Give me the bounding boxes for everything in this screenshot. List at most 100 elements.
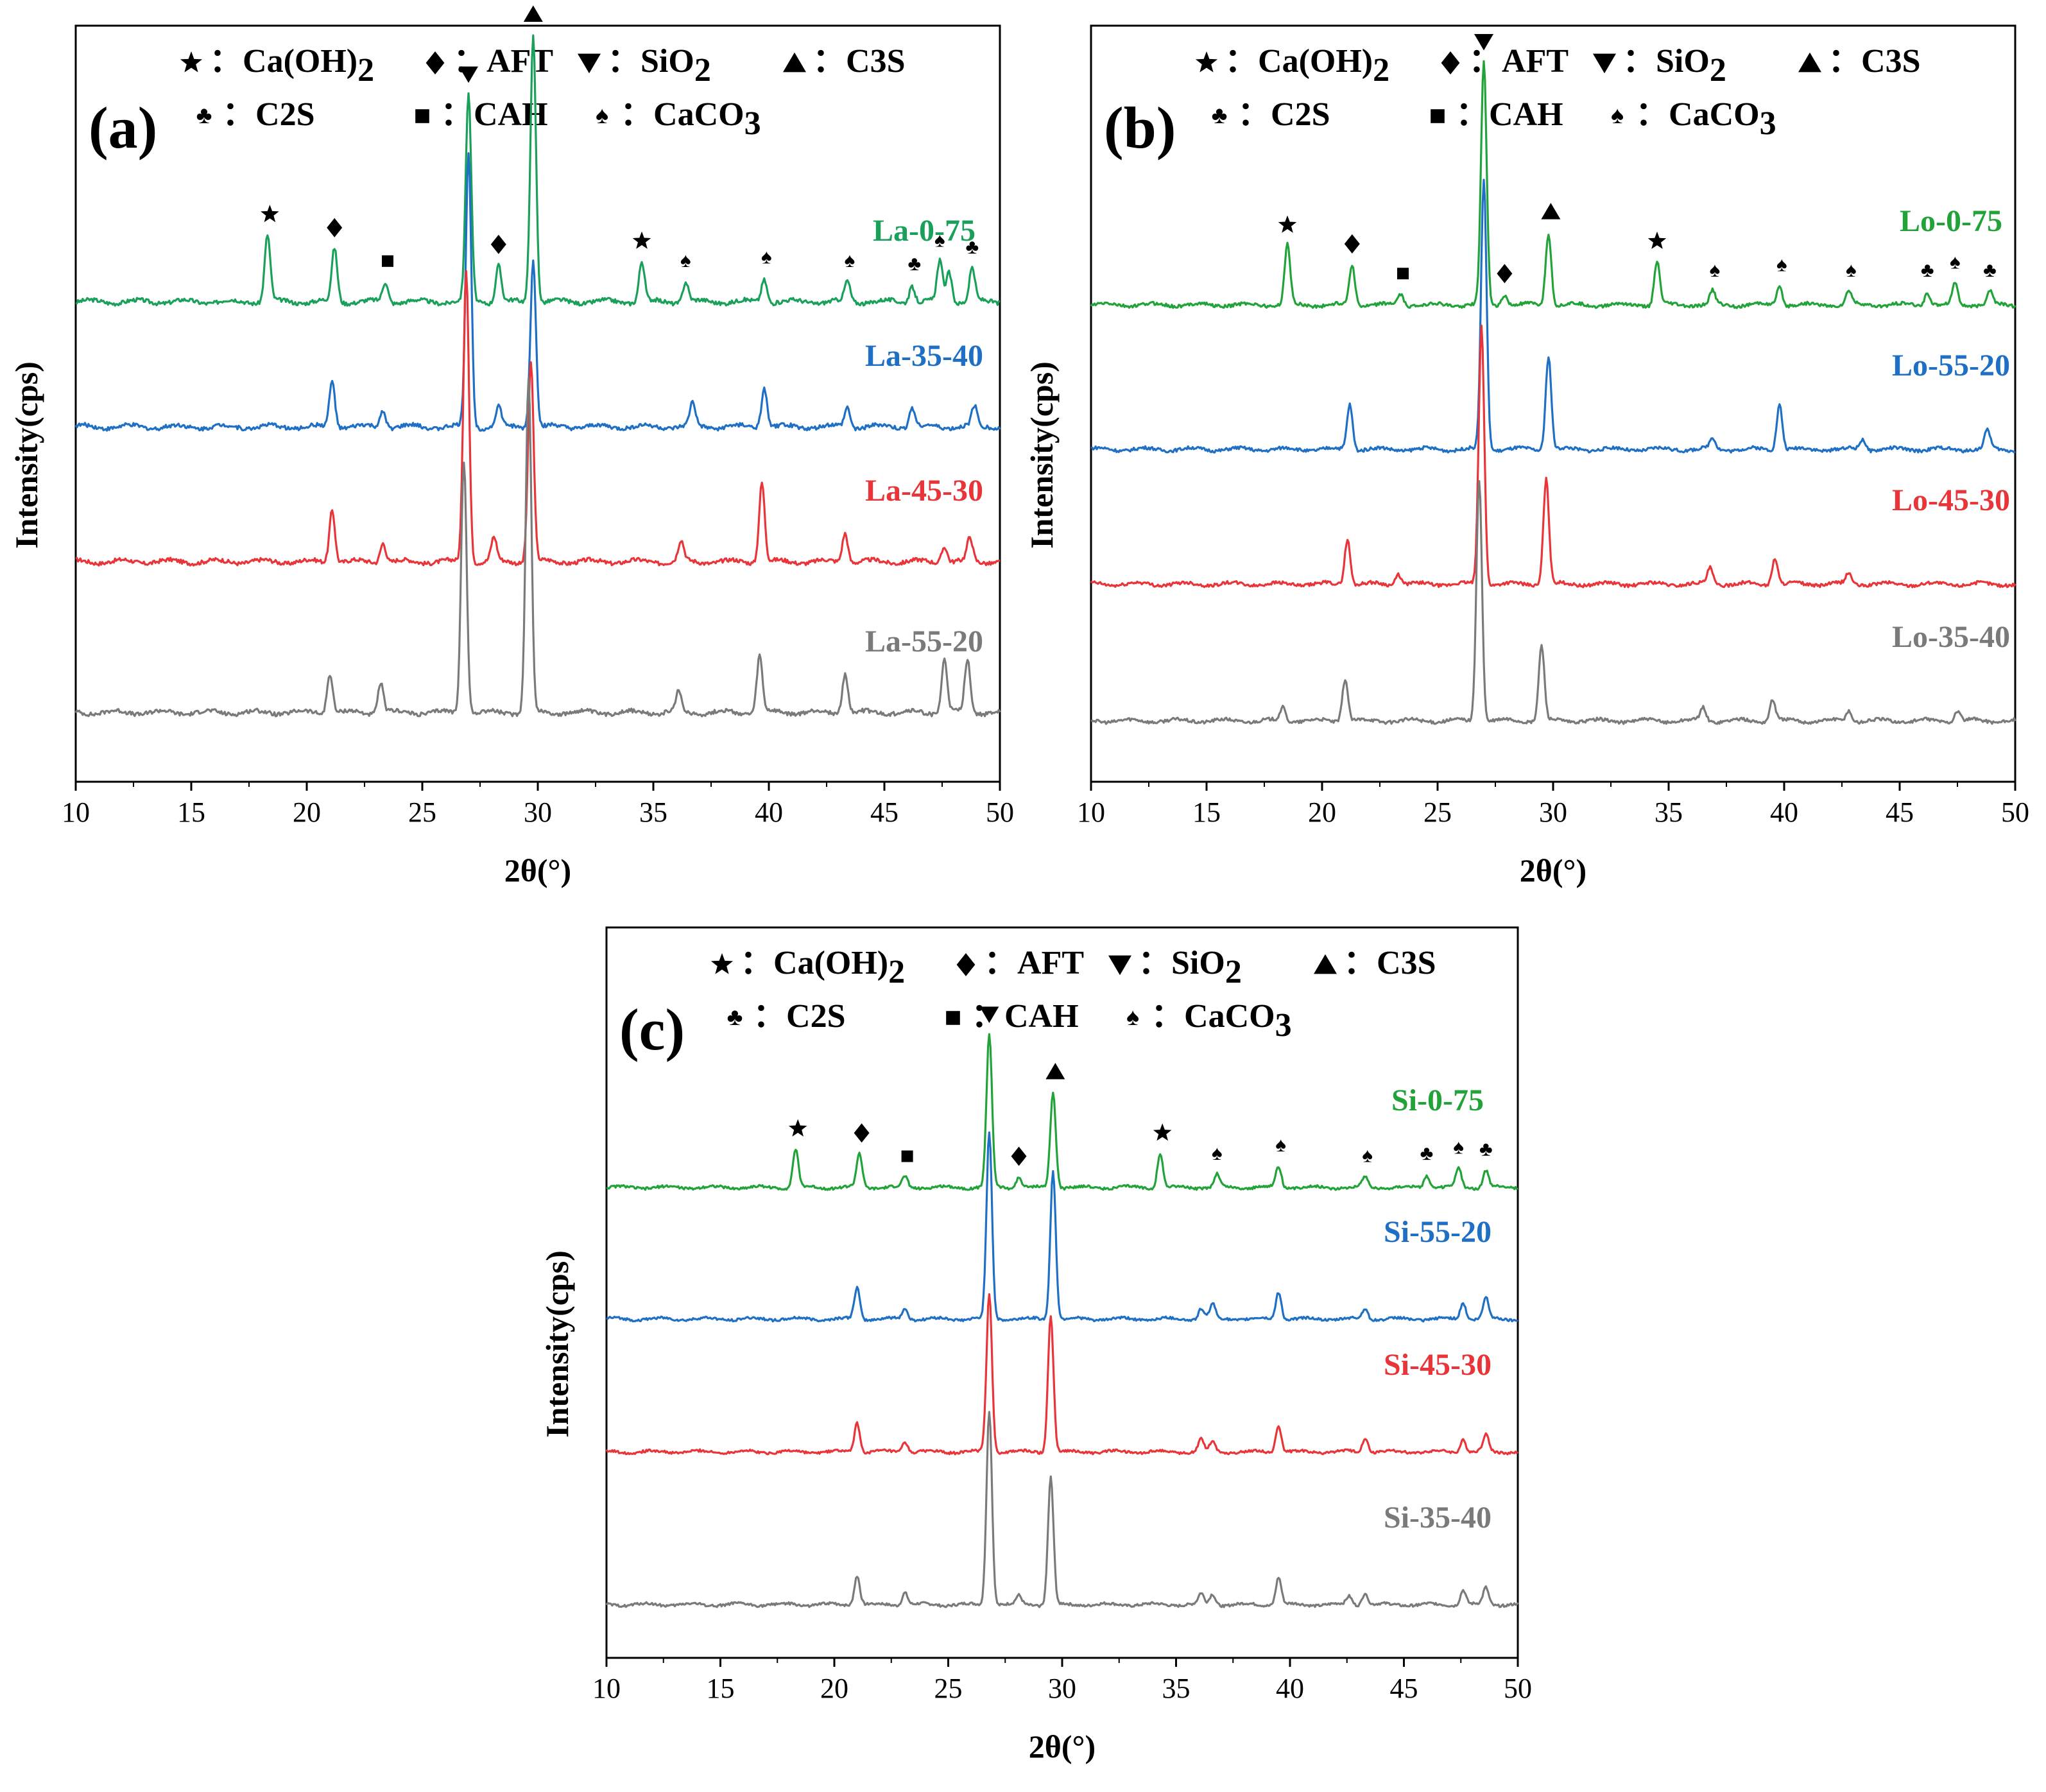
legend-item-caco: ：CaCO3	[1635, 96, 1776, 142]
legend-label: SiO	[1656, 43, 1710, 80]
series-label: Si-45-30	[1384, 1348, 1492, 1382]
legend-subscript: 2	[694, 52, 711, 89]
legend-item-cah: ：CAH	[971, 998, 1079, 1035]
series-line-si-45-30	[605, 1293, 1518, 1456]
x-tick-label: 40	[1276, 1673, 1304, 1704]
x-tick-label: 25	[1423, 797, 1452, 828]
legend-label: CaCO	[1669, 96, 1760, 133]
up-triangle-icon	[783, 52, 806, 73]
legend-item-c2s: ：C2S	[222, 96, 315, 133]
legend-label: C3S	[1377, 945, 1436, 981]
club-icon: ♣	[1420, 1142, 1434, 1164]
series-label: La-45-30	[865, 474, 983, 508]
square-icon	[901, 1150, 913, 1162]
down-triangle-icon	[1108, 955, 1131, 976]
club-icon: ♣	[907, 252, 921, 275]
legend-subscript: 3	[744, 105, 761, 142]
square-icon	[1397, 268, 1409, 280]
x-tick-label: 45	[870, 797, 898, 828]
legend-subscript: 2	[1373, 52, 1389, 89]
up-triangle-icon	[523, 5, 543, 22]
plot-frame	[1090, 24, 2016, 783]
spade-icon: ♠	[1846, 259, 1857, 281]
legend-subscript: 2	[888, 954, 905, 990]
diamond-icon	[1497, 264, 1513, 284]
legend-subscript: 3	[1760, 105, 1776, 142]
legend-label: C2S	[786, 998, 845, 1035]
legend-sep: ：	[984, 945, 1017, 981]
series-line-lo-55-20	[1090, 178, 2016, 454]
spade-icon: ♠	[761, 246, 772, 268]
up-triangle-icon	[1045, 1063, 1065, 1080]
series-line-la-35-40	[74, 152, 1001, 432]
legend: ：Ca(OH)2：AFT：SiO2：C3S♣：C2S：CAH♠：CaCO3	[180, 43, 906, 142]
y-axis-title: Intensity(cps)	[1024, 361, 1060, 549]
spade-icon: ♠	[1611, 102, 1624, 129]
legend-sep: ：	[753, 998, 786, 1035]
x-tick-label: 10	[592, 1673, 621, 1704]
panel-label: (c)	[619, 997, 685, 1062]
panel-b: 10 15 20 25 30 35 40 45 502θ(°)Intensity(cps)：Ca…	[1024, 24, 2029, 888]
legend-label: C2S	[255, 96, 314, 133]
series-line-si-0-75	[606, 1033, 1518, 1191]
square-icon	[415, 109, 429, 123]
series-line-si-55-20	[606, 1131, 1518, 1323]
club-icon: ♣	[196, 102, 212, 129]
legend-subscript: 2	[1710, 52, 1726, 89]
down-triangle-icon	[1593, 53, 1616, 74]
legend-label: CAH	[1004, 998, 1079, 1035]
star-icon	[1278, 215, 1297, 233]
x-tick-label: 10	[1077, 797, 1105, 828]
series-label: Lo-0-75	[1900, 204, 2002, 238]
diamond-icon	[1344, 234, 1360, 254]
star-icon	[1195, 51, 1218, 73]
spade-icon: ♠	[1776, 254, 1787, 276]
legend-item-c3s: ：C3S	[812, 43, 906, 80]
series-line-la-0-75	[75, 34, 1001, 307]
legend-subscript: 2	[357, 52, 374, 89]
series-label: Si-0-75	[1391, 1083, 1484, 1117]
x-tick-label: 15	[177, 797, 205, 828]
x-tick-label: 20	[293, 797, 321, 828]
phase-markers: ♠ ♠ ♠ ♣ ♠ ♣	[788, 1006, 1493, 1167]
legend-subscript: 2	[1225, 954, 1242, 990]
legend-sep: ：	[620, 96, 653, 133]
club-icon: ♣	[965, 236, 979, 258]
down-triangle-icon	[459, 66, 478, 83]
legend-sep: ：	[1635, 96, 1669, 133]
legend-item-c2s: ：C2S	[753, 998, 846, 1035]
star-icon	[788, 1119, 807, 1137]
series-line-si-35-40	[605, 1411, 1519, 1608]
series-label: Lo-45-30	[1892, 483, 2010, 517]
series-label: La-0-75	[873, 214, 976, 248]
x-tick-label: 20	[820, 1673, 848, 1704]
club-icon: ♣	[1479, 1138, 1493, 1160]
legend-item-sio: ：SiO2	[607, 43, 711, 89]
phase-markers: ♠ ♠ ♠ ♣ ♠ ♣	[261, 5, 979, 275]
x-tick-label: 50	[1504, 1673, 1532, 1704]
legend-item-aft: ：AFT	[1468, 43, 1569, 80]
legend-sep: ：	[1151, 998, 1184, 1035]
down-triangle-icon	[578, 53, 601, 74]
legend-sep: ：	[607, 43, 640, 80]
legend-label: Ca(OH)	[773, 945, 888, 981]
x-tick-label: 40	[755, 797, 783, 828]
spade-icon: ♠	[1710, 259, 1721, 281]
up-triangle-icon	[1314, 954, 1337, 974]
legend-item-sio: ：SiO2	[1622, 43, 1726, 89]
spade-icon: ♠	[1453, 1135, 1464, 1158]
series-label: Si-35-40	[1384, 1501, 1492, 1535]
diamond-icon	[854, 1123, 870, 1143]
panel-c: 10 15 20 25 30 35 40 45 502θ(°)Intensity(cps)：Ca…	[539, 926, 1532, 1764]
series-label: Si-55-20	[1384, 1215, 1492, 1249]
x-axis-title: 2θ(°)	[1520, 852, 1586, 888]
diamond-icon	[490, 234, 506, 254]
legend-sep: ：	[740, 945, 773, 981]
x-tick-label: 35	[1655, 797, 1683, 828]
y-axis-title: Intensity(cps)	[8, 361, 44, 549]
diamond-icon	[1011, 1146, 1027, 1166]
plot-frame	[605, 926, 1519, 1659]
x-tick-label: 10	[62, 797, 90, 828]
y-axis-title: Intensity(cps)	[539, 1250, 575, 1438]
legend-item-caoh: ：Ca(OH)2	[209, 43, 374, 89]
